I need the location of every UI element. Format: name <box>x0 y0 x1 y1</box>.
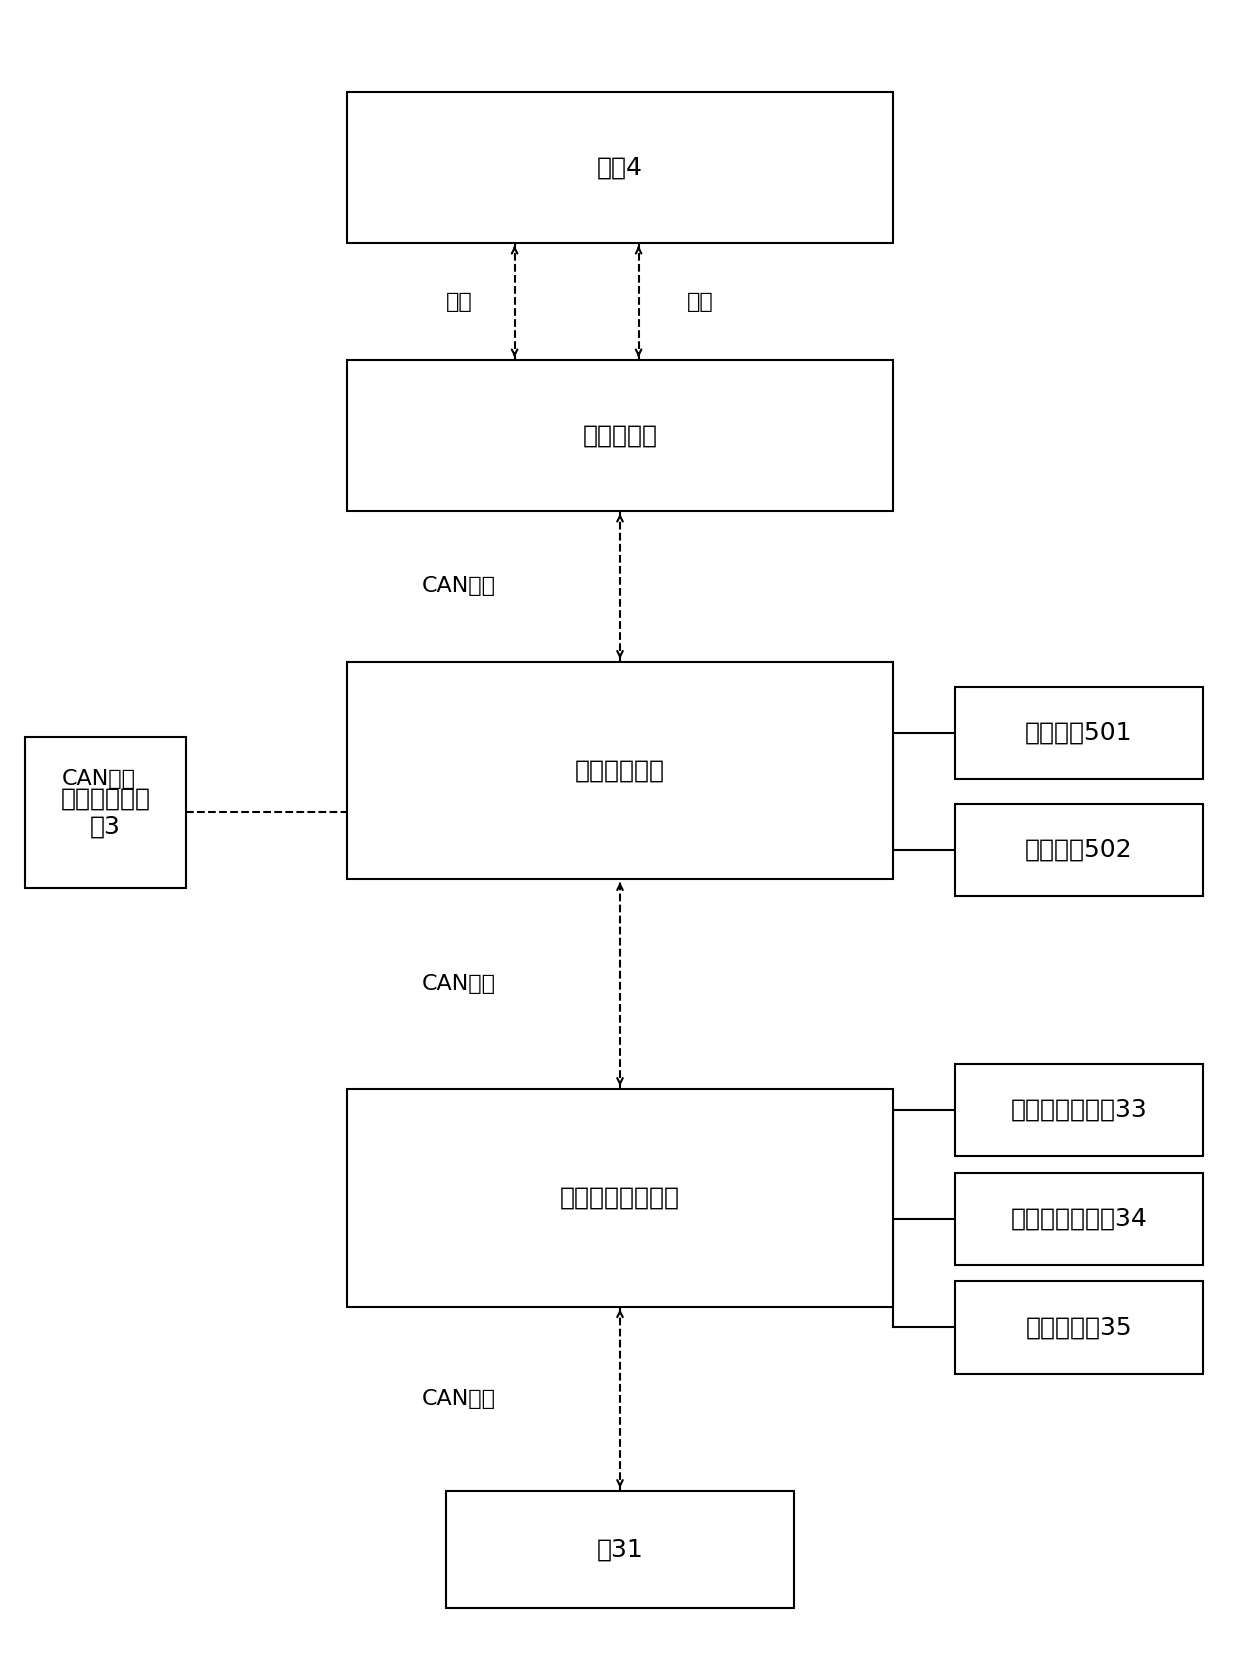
FancyBboxPatch shape <box>25 737 186 888</box>
Text: CAN通信: CAN通信 <box>422 576 496 596</box>
Text: 电池管理器: 电池管理器 <box>583 424 657 447</box>
Text: CAN通信: CAN通信 <box>62 769 136 789</box>
FancyBboxPatch shape <box>347 662 893 879</box>
FancyBboxPatch shape <box>955 1172 1203 1265</box>
FancyBboxPatch shape <box>446 1491 794 1608</box>
FancyBboxPatch shape <box>955 1064 1203 1156</box>
FancyBboxPatch shape <box>955 804 1203 896</box>
Text: 温度: 温度 <box>687 291 714 312</box>
Text: 电流: 电流 <box>445 291 472 312</box>
FancyBboxPatch shape <box>955 687 1203 779</box>
Text: 半导体热交换
器3: 半导体热交换 器3 <box>61 787 150 838</box>
Text: 第二温度传感器34: 第二温度传感器34 <box>1011 1206 1147 1231</box>
FancyBboxPatch shape <box>955 1281 1203 1374</box>
Text: 流速传感器35: 流速传感器35 <box>1025 1315 1132 1340</box>
Text: 半导体控制器: 半导体控制器 <box>575 759 665 782</box>
Text: 第二风机502: 第二风机502 <box>1025 838 1132 863</box>
Text: 第一风机501: 第一风机501 <box>1025 720 1132 745</box>
Text: CAN通信: CAN通信 <box>422 975 496 993</box>
Text: CAN通信: CAN通信 <box>422 1389 496 1409</box>
Text: 泵31: 泵31 <box>596 1538 644 1561</box>
Text: 电池热管理控制器: 电池热管理控制器 <box>560 1186 680 1209</box>
FancyBboxPatch shape <box>347 1089 893 1306</box>
FancyBboxPatch shape <box>347 92 893 243</box>
FancyBboxPatch shape <box>347 360 893 511</box>
Text: 电池4: 电池4 <box>596 156 644 179</box>
Text: 第一温度传感器33: 第一温度传感器33 <box>1011 1097 1147 1122</box>
